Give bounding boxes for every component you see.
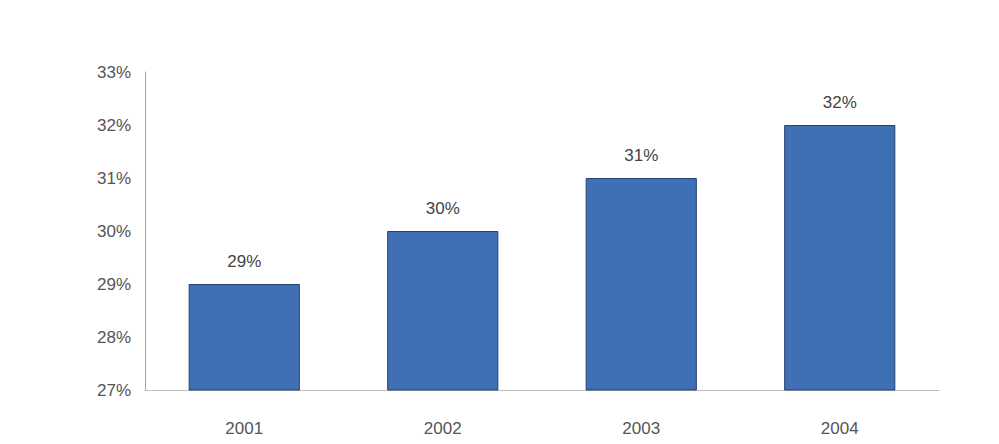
svg-text:32%: 32%: [97, 116, 131, 135]
svg-text:2002: 2002: [424, 419, 462, 438]
svg-text:32%: 32%: [823, 93, 857, 112]
svg-text:27%: 27%: [97, 381, 131, 400]
svg-text:28%: 28%: [97, 328, 131, 347]
svg-text:30%: 30%: [426, 199, 460, 218]
svg-text:2001: 2001: [225, 419, 263, 438]
svg-text:2003: 2003: [622, 419, 660, 438]
svg-text:31%: 31%: [624, 146, 658, 165]
svg-text:2004: 2004: [821, 419, 859, 438]
svg-text:29%: 29%: [97, 275, 131, 294]
svg-text:33%: 33%: [97, 63, 131, 82]
svg-text:30%: 30%: [97, 222, 131, 241]
svg-text:31%: 31%: [97, 169, 131, 188]
svg-text:29%: 29%: [227, 252, 261, 271]
